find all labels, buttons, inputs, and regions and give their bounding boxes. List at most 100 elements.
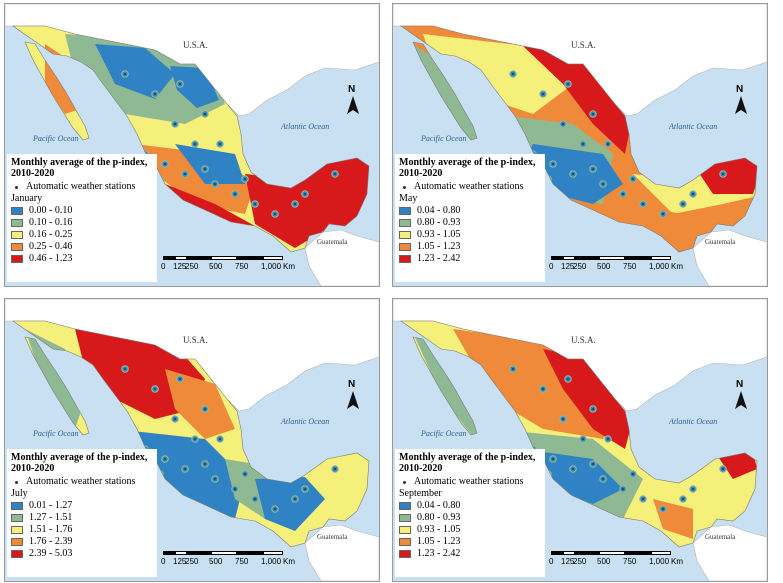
weather-station — [692, 193, 694, 195]
scale-segment — [651, 551, 671, 555]
weather-station — [204, 113, 206, 115]
p-index-zone — [623, 204, 693, 244]
p-index-zone — [165, 369, 235, 439]
pacific-ocean-label: Pacific Ocean — [33, 429, 79, 438]
baja-outline — [412, 336, 478, 436]
baja-outline — [24, 41, 90, 141]
weather-station — [154, 388, 156, 390]
scale-segment — [263, 256, 283, 260]
legend-swatch — [399, 538, 411, 546]
legend-swatch — [399, 219, 411, 227]
legend-class-row: 0.04 - 0.80 — [399, 500, 541, 512]
legend-class-row: 0.01 - 1.27 — [11, 500, 153, 512]
legend-class-label: 1.05 - 1.23 — [417, 536, 461, 547]
legend-class-label: 0.16 - 0.25 — [29, 229, 73, 240]
scale-bar: 0 125 250 500 750 1,000 Km — [549, 256, 683, 278]
legend-swatch — [399, 207, 411, 215]
weather-station — [164, 458, 166, 460]
weather-station — [254, 498, 256, 500]
guatemala-landmass — [304, 524, 379, 581]
weather-station — [214, 183, 216, 185]
weather-station — [682, 498, 684, 500]
legend-class-row: 1.76 - 2.39 — [11, 536, 153, 548]
legend-class-label: 0.10 - 0.16 — [29, 217, 73, 228]
north-arrow-icon: N — [731, 379, 751, 411]
weather-station — [234, 193, 236, 195]
usa-label: U.S.A. — [571, 335, 596, 345]
north-label: N — [348, 84, 356, 95]
atlantic-ocean-label: Atlantic Ocean — [281, 417, 330, 426]
weather-station — [552, 163, 554, 165]
weather-station — [662, 213, 664, 215]
map-legend: Monthly average of the p-index, 2010-202… — [395, 154, 545, 282]
legend-swatch — [11, 550, 23, 558]
p-index-zone — [25, 329, 85, 429]
map-panel-september: U.S.A. Pacific Ocean Atlantic Ocean Guatema… — [392, 298, 768, 582]
legend-class-label: 0.46 - 1.23 — [29, 253, 73, 264]
map-panel-july: U.S.A. Pacific Ocean Atlantic Ocean Guatema… — [4, 298, 380, 582]
legend-swatch — [11, 231, 23, 239]
map-legend: Monthly average of the p-index, 2010-202… — [7, 154, 157, 282]
legend-class-row: 1.05 - 1.23 — [399, 536, 541, 548]
scale-tick-label: 125 — [173, 262, 187, 271]
weather-station — [542, 93, 544, 95]
legend-class-label: 0.80 - 0.93 — [417, 512, 461, 523]
legend-month: July — [11, 488, 28, 499]
weather-station — [567, 83, 569, 85]
p-index-zone — [175, 144, 245, 184]
scale-unit: Km — [283, 262, 295, 271]
weather-station — [582, 143, 584, 145]
weather-station — [602, 183, 604, 185]
legend-month: January — [11, 193, 43, 204]
usa-label: U.S.A. — [183, 335, 208, 345]
mexico-outline — [12, 25, 370, 253]
scale-bar: 0 125 250 500 750 1,000 Km — [161, 256, 295, 278]
scale-tick-label: 250 — [185, 557, 199, 566]
p-index-zone — [523, 449, 623, 504]
legend-class-row: 1.27 - 1.51 — [11, 512, 153, 524]
weather-station — [552, 458, 554, 460]
legend-class-row: 0.46 - 1.23 — [11, 253, 153, 265]
legend-class-row: 0.93 - 1.05 — [399, 229, 541, 241]
legend-swatch — [399, 255, 411, 263]
legend-class-label: 1.76 - 2.39 — [29, 536, 73, 547]
scale-segment — [237, 256, 263, 260]
legend-swatch — [399, 514, 411, 522]
scale-tick-label: 0 — [549, 557, 554, 566]
weather-station — [602, 478, 604, 480]
weather-station — [164, 163, 166, 165]
weather-station — [642, 203, 644, 205]
legend-swatch — [11, 207, 23, 215]
scale-tick-label: 750 — [235, 262, 249, 271]
guatemala-landmass — [692, 229, 767, 286]
scale-tick-label: 1,000 — [649, 262, 670, 271]
weather-station — [204, 463, 206, 465]
scale-tick-label: 125 — [173, 557, 187, 566]
legend-class-row: 0.80 - 0.93 — [399, 217, 541, 229]
legend-stations: Automatic weather stations — [11, 476, 153, 488]
weather-station — [244, 473, 246, 475]
guatemala-label: Guatemala — [317, 533, 348, 541]
weather-station — [154, 93, 156, 95]
legend-class-row: 0.04 - 0.80 — [399, 205, 541, 217]
weather-station — [194, 143, 196, 145]
weather-station — [562, 123, 564, 125]
p-index-zone — [95, 44, 175, 99]
scale-tick-label: 500 — [597, 262, 611, 271]
weather-station — [334, 173, 336, 175]
north-arrow-icon: N — [343, 379, 363, 411]
usa-label: U.S.A. — [183, 40, 208, 50]
weather-station — [572, 173, 574, 175]
legend-swatch — [399, 550, 411, 558]
legend-class-row: 0.80 - 0.93 — [399, 512, 541, 524]
scale-segment — [563, 256, 575, 260]
scale-segment — [625, 551, 651, 555]
weather-station — [722, 468, 724, 470]
legend-class-label: 1.51 - 1.76 — [29, 524, 73, 535]
pacific-ocean-label: Pacific Ocean — [421, 134, 467, 143]
mexico-outline — [12, 320, 370, 548]
scale-segment — [163, 551, 175, 555]
legend-swatch — [399, 231, 411, 239]
legend-swatch — [399, 502, 411, 510]
scale-tick-label: 250 — [185, 262, 199, 271]
